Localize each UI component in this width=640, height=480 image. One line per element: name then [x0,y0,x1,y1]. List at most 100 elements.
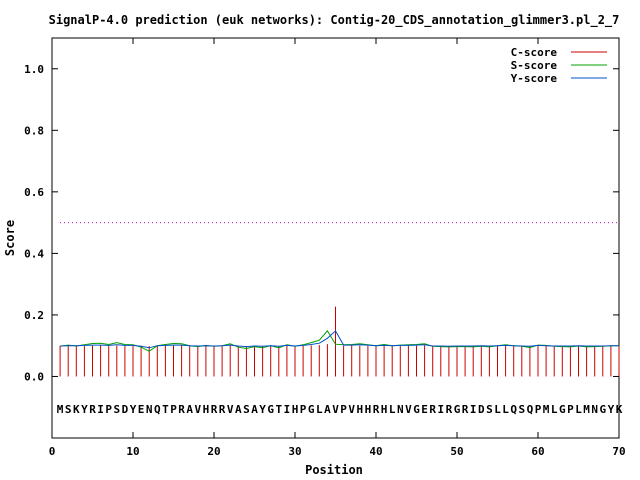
sequence-letter: S [113,403,120,416]
y-tick-label: 0.0 [24,370,44,383]
sequence-letter: Y [608,403,615,416]
sequence-letter: L [389,403,396,416]
sequence-letter: G [454,403,461,416]
y-tick-label: 0.8 [24,124,44,137]
sequence-letter: G [308,403,315,416]
x-tick-label: 20 [207,445,220,458]
y-tick-label: 0.6 [24,186,44,199]
sequence-letter: H [203,403,210,416]
x-tick-label: 30 [288,445,301,458]
sequence-letter: P [340,403,347,416]
sequence-letter: D [122,403,129,416]
sequence-letter: L [502,403,509,416]
sequence-letter: R [211,403,218,416]
sequence-letter: R [89,403,96,416]
sequence-letter: Q [510,403,517,416]
c-score-series [59,306,620,377]
sequence-letter: K [73,403,80,416]
sequence-letter: H [365,403,372,416]
y-axis-label: Score [3,220,17,256]
sequence-letter: R [219,403,226,416]
sequence-letter: M [57,403,64,416]
sequence-letter: N [591,403,598,416]
y-score-line [60,330,619,349]
sequence-letter: V [405,403,412,416]
sequence-letter: R [429,403,436,416]
sequence-letter: H [381,403,388,416]
chart-title: SignalP-4.0 prediction (euk networks): C… [49,13,620,28]
sequence-letter: L [551,403,558,416]
x-axis-label: Position [305,463,363,477]
sequence-letter: M [583,403,590,416]
sequence-letter: A [324,403,331,416]
sequence-letter: L [575,403,582,416]
sequence-letter: G [559,403,566,416]
sequence-letter: I [437,403,444,416]
sequence-letter: P [170,403,177,416]
x-tick-label: 70 [612,445,625,458]
y-axis: 0.0 0.2 0.4 0.6 0.8 1.0 [24,63,619,383]
sequence-letter: V [227,403,234,416]
sequence-letter: N [397,403,404,416]
sequence-letter: H [292,403,299,416]
sequence-letter: M [543,403,550,416]
sequence-letter: R [462,403,469,416]
sequence-letter: Y [259,403,266,416]
x-tick-label: 40 [369,445,382,458]
sequence-letter: T [275,403,282,416]
plot-border [51,37,620,439]
x-tick-label: 50 [450,445,463,458]
y-tick-label: 0.4 [24,247,44,260]
y-score-legend-label: Y-score [511,72,558,85]
y-score-series [60,330,619,349]
sequence-letter: S [65,403,72,416]
sequence-letter: H [356,403,363,416]
sequence-letter: T [162,403,169,416]
sequence-letter: A [186,403,193,416]
sequence-letter: E [138,403,145,416]
sequence-letter: V [332,403,339,416]
sequence-letter: S [486,403,493,416]
series-layer [59,306,620,377]
sequence-letter: P [300,403,307,416]
sequence-letter: Y [130,403,137,416]
sequence-letter: Q [154,403,161,416]
sequence-letter: N [146,403,153,416]
y-tick-label: 0.2 [24,309,44,322]
sequence-letter: I [97,403,104,416]
sequence-letter: S [518,403,525,416]
x-axis: 0 10 20 30 40 50 60 70 [49,38,626,458]
sequence-letter: A [251,403,258,416]
x-tick-label: 10 [126,445,139,458]
sequence-letter: L [316,403,323,416]
sequence-letter: G [267,403,274,416]
sequence-letter: V [194,403,201,416]
x-tick-label: 60 [531,445,544,458]
sequence-letter: A [235,403,242,416]
sequence-letter: K [616,403,623,416]
s-score-series [60,330,619,352]
sequence-letter: I [470,403,477,416]
sequence-letter: P [535,403,542,416]
sequence-letter: Y [81,403,88,416]
s-score-legend-label: S-score [511,59,558,72]
sequence-letter: R [446,403,453,416]
sequence-letter: R [178,403,185,416]
sequence-letter: S [243,403,250,416]
x-tick-label: 0 [49,445,56,458]
sequence-letter: G [413,403,420,416]
sequence-letter: R [373,403,380,416]
sequence-letter: E [421,403,428,416]
y-tick-label: 1.0 [24,63,44,76]
sequence-letter: P [105,403,112,416]
sequence-letter: P [567,403,574,416]
sequence-letter: G [599,403,606,416]
sequence-letter: I [284,403,291,416]
sequence-letter: L [494,403,501,416]
s-score-line [60,330,619,352]
sequence-letter: Q [527,403,534,416]
